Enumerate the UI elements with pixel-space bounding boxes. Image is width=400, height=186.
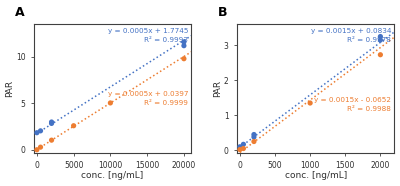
X-axis label: conc. [ng/mL]: conc. [ng/mL] — [82, 171, 144, 180]
Point — [377, 39, 384, 41]
Point — [181, 44, 187, 47]
Text: y = 0.0005x + 0.0397
R² = 0.9999: y = 0.0005x + 0.0397 R² = 0.9999 — [108, 91, 188, 106]
Point — [48, 121, 55, 124]
Point — [70, 124, 77, 127]
Point — [37, 146, 44, 149]
Point — [34, 131, 40, 134]
Point — [251, 135, 257, 138]
Y-axis label: PAR: PAR — [6, 80, 14, 97]
Point — [181, 41, 187, 44]
Point — [240, 143, 246, 146]
Point — [307, 102, 313, 105]
Point — [37, 129, 44, 132]
Point — [240, 147, 246, 150]
Point — [48, 122, 55, 125]
Point — [377, 35, 384, 38]
Point — [34, 148, 40, 151]
Text: y = 0.0005x + 1.7745
R² = 0.9993: y = 0.0005x + 1.7745 R² = 0.9993 — [108, 28, 188, 43]
Point — [237, 145, 243, 148]
Point — [251, 133, 257, 136]
Point — [377, 53, 384, 56]
Point — [237, 148, 243, 151]
Point — [48, 139, 55, 142]
Point — [107, 101, 114, 104]
X-axis label: conc. [ng/mL]: conc. [ng/mL] — [285, 171, 347, 180]
Text: y = 0.0015x + 0.0834
R² = 0.9978: y = 0.0015x + 0.0834 R² = 0.9978 — [311, 28, 391, 43]
Y-axis label: PAR: PAR — [214, 80, 222, 97]
Text: y = 0.0015x - 0.0652
R² = 0.9988: y = 0.0015x - 0.0652 R² = 0.9988 — [314, 97, 391, 112]
Text: B: B — [218, 6, 228, 19]
Text: A: A — [15, 6, 25, 19]
Point — [251, 140, 257, 143]
Point — [181, 57, 187, 60]
